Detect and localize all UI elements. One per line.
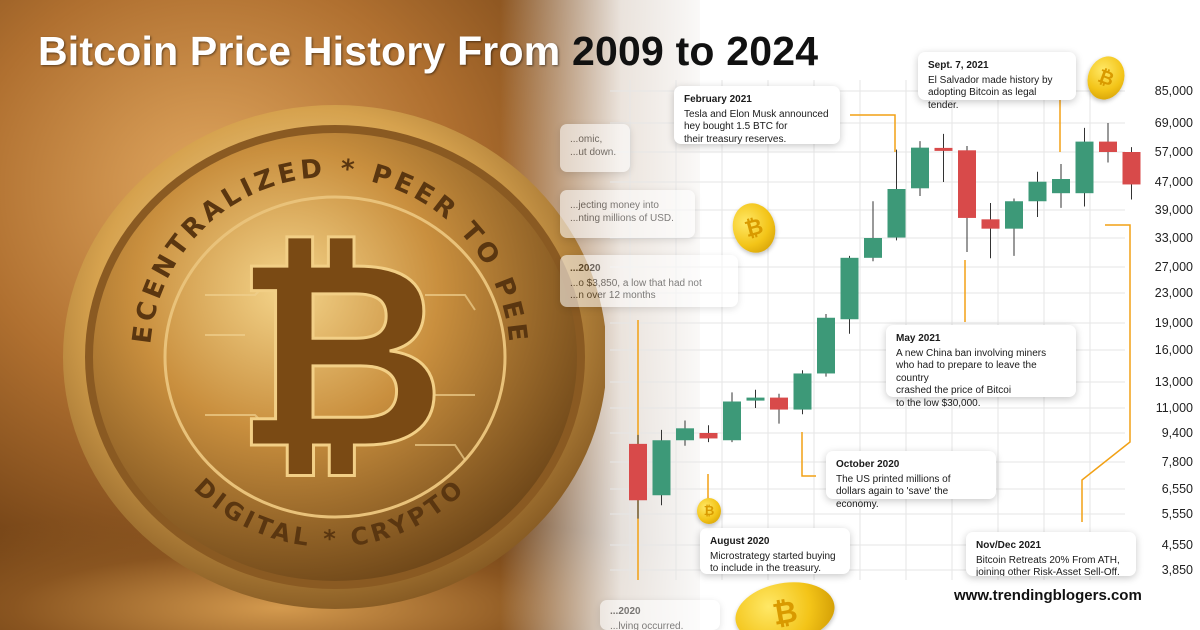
y-tick-label: 7,800 <box>1162 455 1193 469</box>
y-tick-label: 33,000 <box>1155 231 1193 245</box>
candle-up <box>1005 201 1023 229</box>
y-tick-label: 47,000 <box>1155 175 1193 189</box>
y-tick-label: 39,000 <box>1155 203 1193 217</box>
y-tick-label: 16,000 <box>1155 343 1193 357</box>
candle-down <box>981 219 1000 229</box>
annotation-connector <box>850 114 896 152</box>
bitcoin-b-symbol: ₿ <box>234 205 446 507</box>
candle-up <box>1075 141 1094 194</box>
candle-up <box>793 373 812 410</box>
annotation-card-aug-2020: August 2020 Microstrategy started buying … <box>700 528 850 574</box>
annotation-card-oct-2020: October 2020 The US printed millions of d… <box>826 451 996 510</box>
annotation-card: ...2020 ...o $3,850, a low that had not .… <box>560 255 738 307</box>
candle-down <box>770 397 788 410</box>
y-tick-label: 27,000 <box>1155 260 1193 274</box>
bitcoin-coin-illustration: DECENTRALIZED * PEER TO PEER DIGITAL * C… <box>55 95 605 609</box>
candle-up <box>676 428 694 441</box>
candle-up <box>723 401 741 441</box>
y-tick-label: 5,550 <box>1162 507 1193 521</box>
y-tick-label: 9,400 <box>1162 426 1193 440</box>
annotation-card: ...2020 ...lving occurred. <box>600 600 720 630</box>
small-bitcoin-icon: ₿ <box>697 498 721 524</box>
title-dark: 2009 to 2024 <box>571 28 819 74</box>
y-tick-label: 19,000 <box>1155 316 1193 330</box>
annotation-connector <box>801 432 816 477</box>
y-tick-label: 23,000 <box>1155 286 1193 300</box>
candle-down <box>629 443 647 501</box>
y-tick-label: 57,000 <box>1155 145 1193 159</box>
website-url: www.trendingblogers.com <box>954 587 1142 604</box>
candle-up <box>817 317 835 374</box>
candlestick-chart: 85,000 69,000 57,000 47,000 39,000 33,000 27,0… <box>610 75 1193 580</box>
y-tick-label: 4,550 <box>1162 538 1193 552</box>
candle-up <box>840 257 859 320</box>
annotation-card-nov-dec-2021: Nov/Dec 2021 Bitcoin Retreats 20% From AT… <box>966 532 1136 576</box>
candle-up <box>887 189 906 238</box>
candle-down <box>934 147 953 151</box>
candle-down <box>958 150 976 218</box>
annotation-card-feb-2021: February 2021 Tesla and Elon Musk announc… <box>674 86 840 145</box>
y-tick-label: 85,000 <box>1155 84 1193 98</box>
annotation-card: ...jecting money into ...nting millions … <box>560 190 695 238</box>
y-tick-label: 11,000 <box>1156 401 1193 415</box>
annotation-card: ...omic, ...ut down. <box>560 124 630 172</box>
y-tick-label: 69,000 <box>1155 116 1193 130</box>
candle-down <box>699 433 718 439</box>
candle-up <box>1028 181 1047 202</box>
candle-down <box>1122 152 1141 185</box>
y-tick-label: 13,000 <box>1155 375 1193 389</box>
candle-up <box>652 440 671 496</box>
candle-up <box>746 397 765 401</box>
candle-up <box>864 238 882 258</box>
y-tick-label: 6,550 <box>1162 482 1193 496</box>
candle-down <box>1099 141 1117 152</box>
candle-up <box>911 147 929 189</box>
y-tick-label: 3,850 <box>1162 563 1193 577</box>
title-light: Bitcoin Price History From <box>38 28 561 74</box>
page-title: Bitcoin Price History From 2009 to 2024 <box>38 28 818 75</box>
candle-up <box>1052 179 1070 194</box>
annotation-connector <box>1081 224 1131 522</box>
annotation-card-may-2021: May 2021 A new China ban involving miners… <box>886 325 1076 409</box>
annotation-card-sept-2021: Sept. 7, 2021 El Salvador made history by… <box>918 52 1076 111</box>
